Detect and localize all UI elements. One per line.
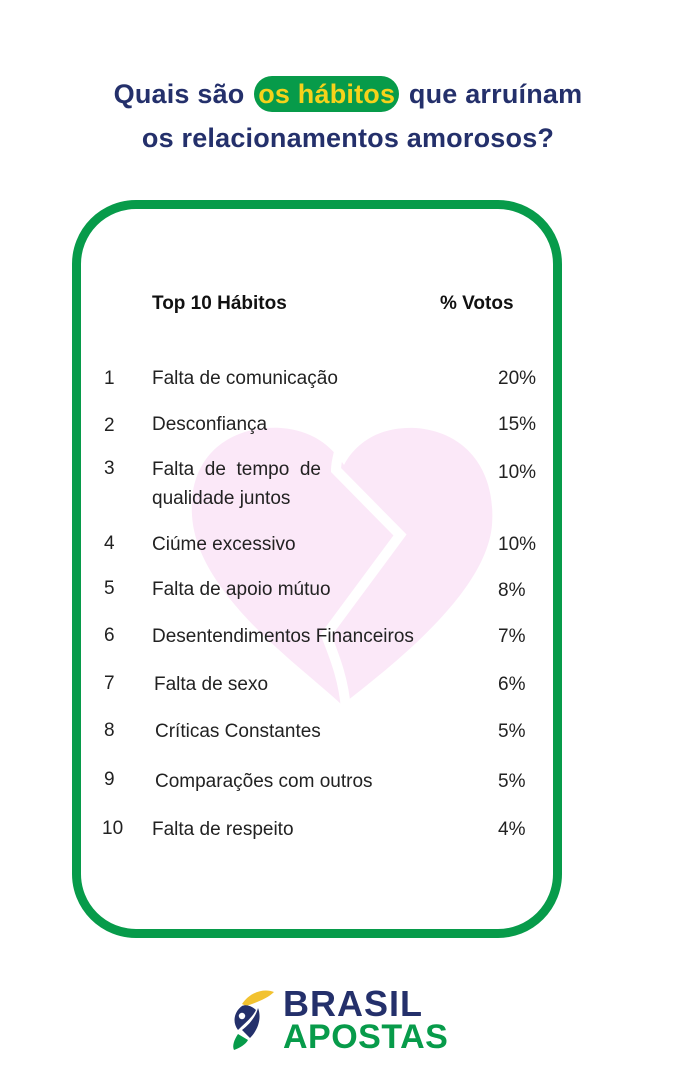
row-rank: 5 xyxy=(104,578,115,599)
title-line-1: Quais são os hábitos que arruínam xyxy=(0,72,696,116)
row-habit: Desconfiança xyxy=(152,414,268,435)
column-header-votes: % Votos xyxy=(440,293,514,314)
row-rank: 3 xyxy=(104,458,115,479)
title-highlight: os hábitos xyxy=(254,76,400,112)
row-rank: 1 xyxy=(104,368,115,389)
row-habit: Falta de sexo xyxy=(154,674,269,695)
row-votes: 8% xyxy=(498,580,526,601)
row-habit: Ciúme excessivo xyxy=(152,534,296,555)
row-rank: 10 xyxy=(102,818,124,839)
row-habit-line2: qualidade juntos xyxy=(152,488,291,509)
row-habit: Comparações com outros xyxy=(155,771,373,792)
title-part-1: Quais são xyxy=(113,79,245,109)
title-part-2: que arruínam xyxy=(408,79,583,109)
row-votes: 10% xyxy=(498,462,537,483)
row-rank: 6 xyxy=(104,625,115,646)
title-line-2: os relacionamentos amorosos? xyxy=(141,123,555,153)
row-rank: 9 xyxy=(104,769,115,790)
row-votes: 7% xyxy=(498,626,526,647)
broken-heart-icon xyxy=(191,426,493,710)
row-habit: Críticas Constantes xyxy=(155,721,321,742)
row-votes: 20% xyxy=(498,368,537,389)
row-votes: 10% xyxy=(498,534,537,555)
row-habit: Falta de apoio mútuo xyxy=(152,579,331,600)
row-rank: 4 xyxy=(104,533,115,554)
brasil-apostas-logo-icon xyxy=(233,990,274,1050)
row-votes: 4% xyxy=(498,819,526,840)
row-votes: 15% xyxy=(498,414,537,435)
page-title: Quais são os hábitos que arruínam os rel… xyxy=(0,72,696,160)
column-header-habits: Top 10 Hábitos xyxy=(152,293,287,314)
row-habit: Desentendimentos Financeiros xyxy=(152,626,414,647)
row-votes: 5% xyxy=(498,771,526,792)
logo-text-apostas: APOSTAS xyxy=(283,1018,449,1056)
row-rank: 2 xyxy=(104,415,115,436)
logo-text-brasil: BRASIL xyxy=(283,983,423,1024)
row-habit: Falta de comunicação xyxy=(152,368,338,389)
row-votes: 5% xyxy=(498,721,526,742)
row-rank: 7 xyxy=(104,673,115,694)
row-habit: Falta de respeito xyxy=(152,819,294,840)
row-rank: 8 xyxy=(104,720,115,741)
row-votes: 6% xyxy=(498,674,526,695)
row-habit: Falta de tempo de xyxy=(152,459,321,480)
